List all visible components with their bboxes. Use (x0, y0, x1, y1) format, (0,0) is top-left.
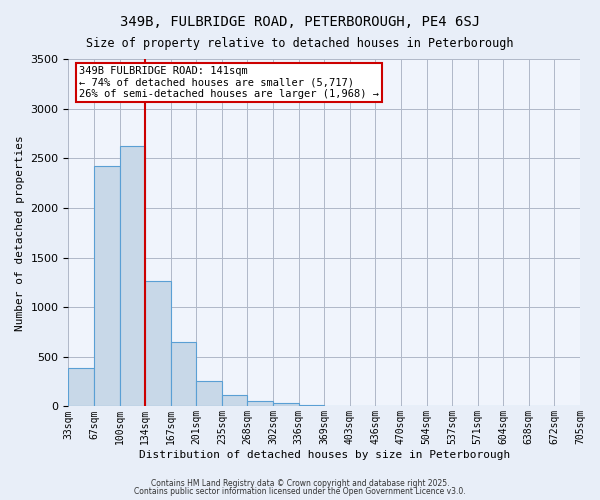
Bar (68, 368, 94, 406)
Text: 349B FULBRIDGE ROAD: 141sqm
← 74% of detached houses are smaller (5,717)
26% of : 349B FULBRIDGE ROAD: 141sqm ← 74% of det… (79, 66, 379, 99)
Text: Contains public sector information licensed under the Open Government Licence v3: Contains public sector information licen… (134, 487, 466, 496)
Bar (171, 342, 196, 406)
Y-axis label: Number of detached properties: Number of detached properties (15, 135, 25, 330)
Bar (196, 380, 222, 406)
Bar (119, 146, 145, 406)
Text: 349B, FULBRIDGE ROAD, PETERBOROUGH, PE4 6SJ: 349B, FULBRIDGE ROAD, PETERBOROUGH, PE4 … (120, 15, 480, 29)
Bar (94, 166, 119, 406)
Bar (145, 282, 171, 406)
Bar (222, 396, 247, 406)
Text: Contains HM Land Registry data © Crown copyright and database right 2025.: Contains HM Land Registry data © Crown c… (151, 478, 449, 488)
Bar (273, 404, 299, 406)
Text: Size of property relative to detached houses in Peterborough: Size of property relative to detached ho… (86, 38, 514, 51)
X-axis label: Distribution of detached houses by size in Peterborough: Distribution of detached houses by size … (139, 450, 510, 460)
Bar (247, 401, 273, 406)
